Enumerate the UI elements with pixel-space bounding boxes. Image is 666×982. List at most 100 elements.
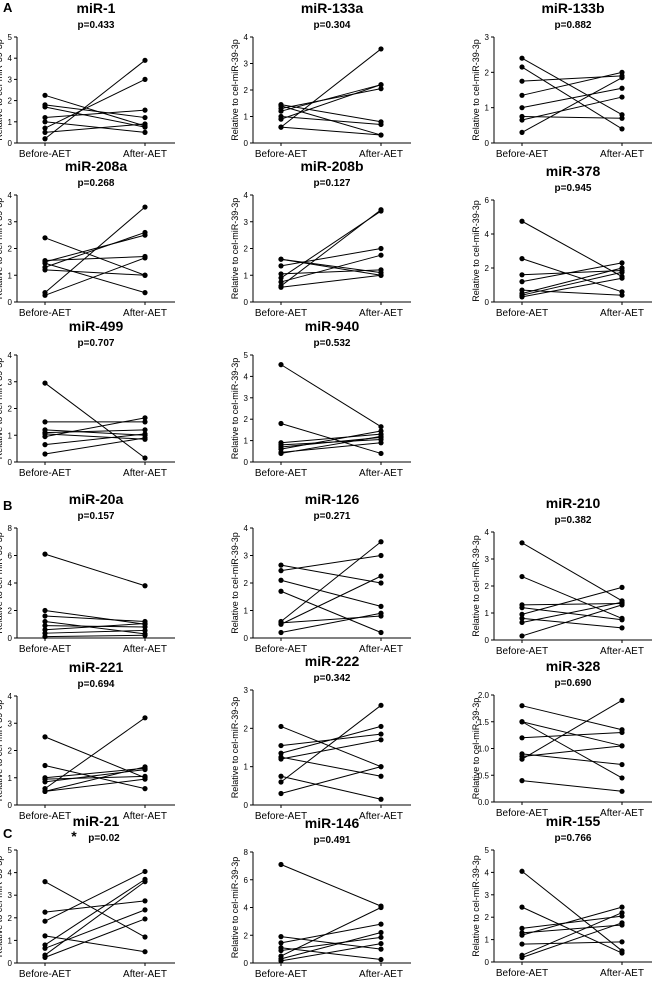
mir-499-point-after-0	[142, 455, 148, 461]
mir-146-point-after-3	[378, 956, 384, 963]
mir-221-pair-line-3	[44, 775, 146, 780]
mir-222-title: miR-222	[305, 653, 360, 669]
mir-328-point-before-2	[519, 719, 525, 725]
mir-378-ytick-label-2: 4	[485, 230, 490, 239]
mir-155-ylabel: Relative to cel-miR-39-3p	[471, 855, 481, 957]
mir-210-ytick-label-0: 0	[485, 636, 490, 645]
mir-126-point-after-1	[378, 552, 384, 559]
mir-146-point-before-7	[278, 958, 284, 964]
mir-21-ytick-label-2: 2	[8, 914, 13, 923]
mir-146-xtick-label-1: After-AET	[359, 969, 403, 980]
mir-21-pair-line-4	[44, 878, 146, 946]
mir-210-pair-line-1	[521, 576, 623, 619]
panel-label-B: B	[3, 498, 12, 513]
mir-126-point-after-3	[378, 629, 384, 636]
mir-146-xtick-label-0: Before-AET	[255, 969, 307, 980]
mir-155-point-before-7	[519, 954, 525, 961]
mir-208a-ytick-label-3: 3	[8, 218, 13, 227]
mir-126-pair-line-5	[280, 615, 382, 624]
mir-1-point-before-0	[42, 92, 48, 98]
mir-1-point-before-4	[42, 119, 48, 125]
mir-328-point-before-7	[519, 778, 525, 784]
mir-1-point-after-3	[142, 107, 148, 113]
mir-208a-pair-line-5	[44, 269, 146, 276]
mir-499-point-before-6	[42, 442, 48, 448]
mir-21-point-after-5	[142, 907, 148, 913]
mir-133b-point-after-5	[619, 115, 625, 121]
mir-20a-title: miR-20a	[69, 491, 124, 507]
mir-20a-xtick-label-0: Before-AET	[19, 644, 71, 655]
mir-221-point-before-4	[42, 779, 48, 785]
mir-126-point-before-1	[278, 568, 284, 574]
mir-20a-ylabel: Relative to cel-miR-39-3p	[0, 532, 4, 634]
mir-155-point-before-1	[519, 904, 525, 910]
mir-1-pair-line-6	[44, 123, 146, 133]
mir-499-point-after-6	[142, 431, 148, 437]
mir-146-point-before-1	[278, 934, 284, 940]
mir-1-ytick-label-3: 3	[8, 75, 13, 84]
mir-126-point-before-2	[278, 577, 284, 583]
mir-126-point-after-2	[378, 603, 384, 609]
mir-208b-title: miR-208b	[300, 158, 363, 174]
mir-20a-point-before-4	[42, 623, 48, 629]
mir-378-pvalue: p=0.945	[555, 183, 592, 194]
mir-328-point-after-3	[619, 729, 625, 736]
mir-20a-pair-line-5	[44, 623, 146, 631]
mir-378-point-before-2	[519, 272, 525, 278]
mir-20a-ytick-label-3: 6	[8, 552, 13, 561]
mir-21-pair-line-0	[44, 881, 146, 938]
mir-21-pair-line-2	[44, 871, 146, 922]
mir-208b-point-before-3	[278, 271, 284, 277]
mir-499-pair-line-5	[44, 417, 146, 438]
mir-208b-xtick-label-0: Before-AET	[255, 308, 307, 319]
mir-20a-point-before-3	[42, 618, 48, 625]
mir-126-pair-line-7	[280, 612, 382, 633]
mir-20a-point-before-2	[42, 613, 48, 619]
mir-499-ytick-label-2: 2	[8, 405, 13, 414]
mir-133b-pair-line-6	[521, 96, 623, 121]
mir-499-ylabel: Relative to cel-miR-39-3p	[0, 358, 4, 460]
mir-328-point-before-3	[519, 735, 525, 741]
mir-221-pair-line-6	[44, 766, 146, 792]
mir-208a-point-after-7	[142, 255, 148, 261]
mir-940-point-before-7	[278, 450, 284, 457]
mir-222-pair-line-3	[280, 756, 382, 777]
mir-222-xtick-label-1: After-AET	[359, 811, 403, 822]
mir-155-pair-line-7	[521, 922, 623, 958]
mir-146-ytick-label-0: 0	[244, 959, 249, 968]
mir-126-point-after-6	[378, 573, 384, 579]
mir-133a-point-after-2	[378, 86, 384, 92]
mir-499-ytick-label-4: 4	[8, 351, 13, 360]
mir-222-pair-line-4	[280, 739, 382, 760]
mir-222-point-after-2	[378, 723, 384, 730]
mir-208b-ytick-label-3: 3	[244, 218, 249, 227]
mir-378-point-after-4	[619, 292, 625, 298]
mir-210-pair-line-0	[521, 542, 623, 602]
mir-378-point-before-0	[519, 218, 525, 224]
mir-133a-ytick-label-0: 0	[244, 139, 249, 148]
mir-21-point-after-3	[142, 949, 148, 955]
mir-208b-ytick-label-4: 4	[244, 191, 249, 200]
mir-378-point-after-7	[619, 275, 625, 281]
mir-378-pair-line-6	[521, 271, 623, 296]
mir-155-pair-line-5	[521, 941, 623, 945]
mir-378-point-before-3	[519, 279, 525, 285]
mir-146-point-after-6	[378, 929, 384, 936]
mir-940-ytick-label-4: 4	[244, 372, 249, 381]
mir-126-point-before-7	[278, 629, 284, 636]
mir-155-xtick-label-1: After-AET	[600, 968, 644, 979]
mir-133a-pair-line-5	[280, 84, 382, 120]
mir-499-point-after-7	[142, 435, 148, 441]
mir-328-ytick-label-1: 0.5	[478, 771, 490, 780]
mir-155-ytick-label-4: 4	[485, 868, 490, 877]
mir-20a-pair-line-2	[44, 615, 146, 622]
mir-133b-pair-line-3	[521, 71, 623, 96]
mir-940-ylabel: Relative to cel-miR-39-3p	[230, 358, 240, 460]
mir-328-ytick-label-3: 1.5	[478, 718, 490, 727]
mir-1-point-before-2	[42, 104, 48, 110]
mir-221-pair-line-7	[44, 778, 146, 792]
mir-155-point-before-5	[519, 941, 525, 947]
mir-133b-point-after-3	[619, 69, 625, 75]
mir-1-point-after-1	[142, 114, 148, 121]
mir-155-pair-line-1	[521, 906, 623, 954]
